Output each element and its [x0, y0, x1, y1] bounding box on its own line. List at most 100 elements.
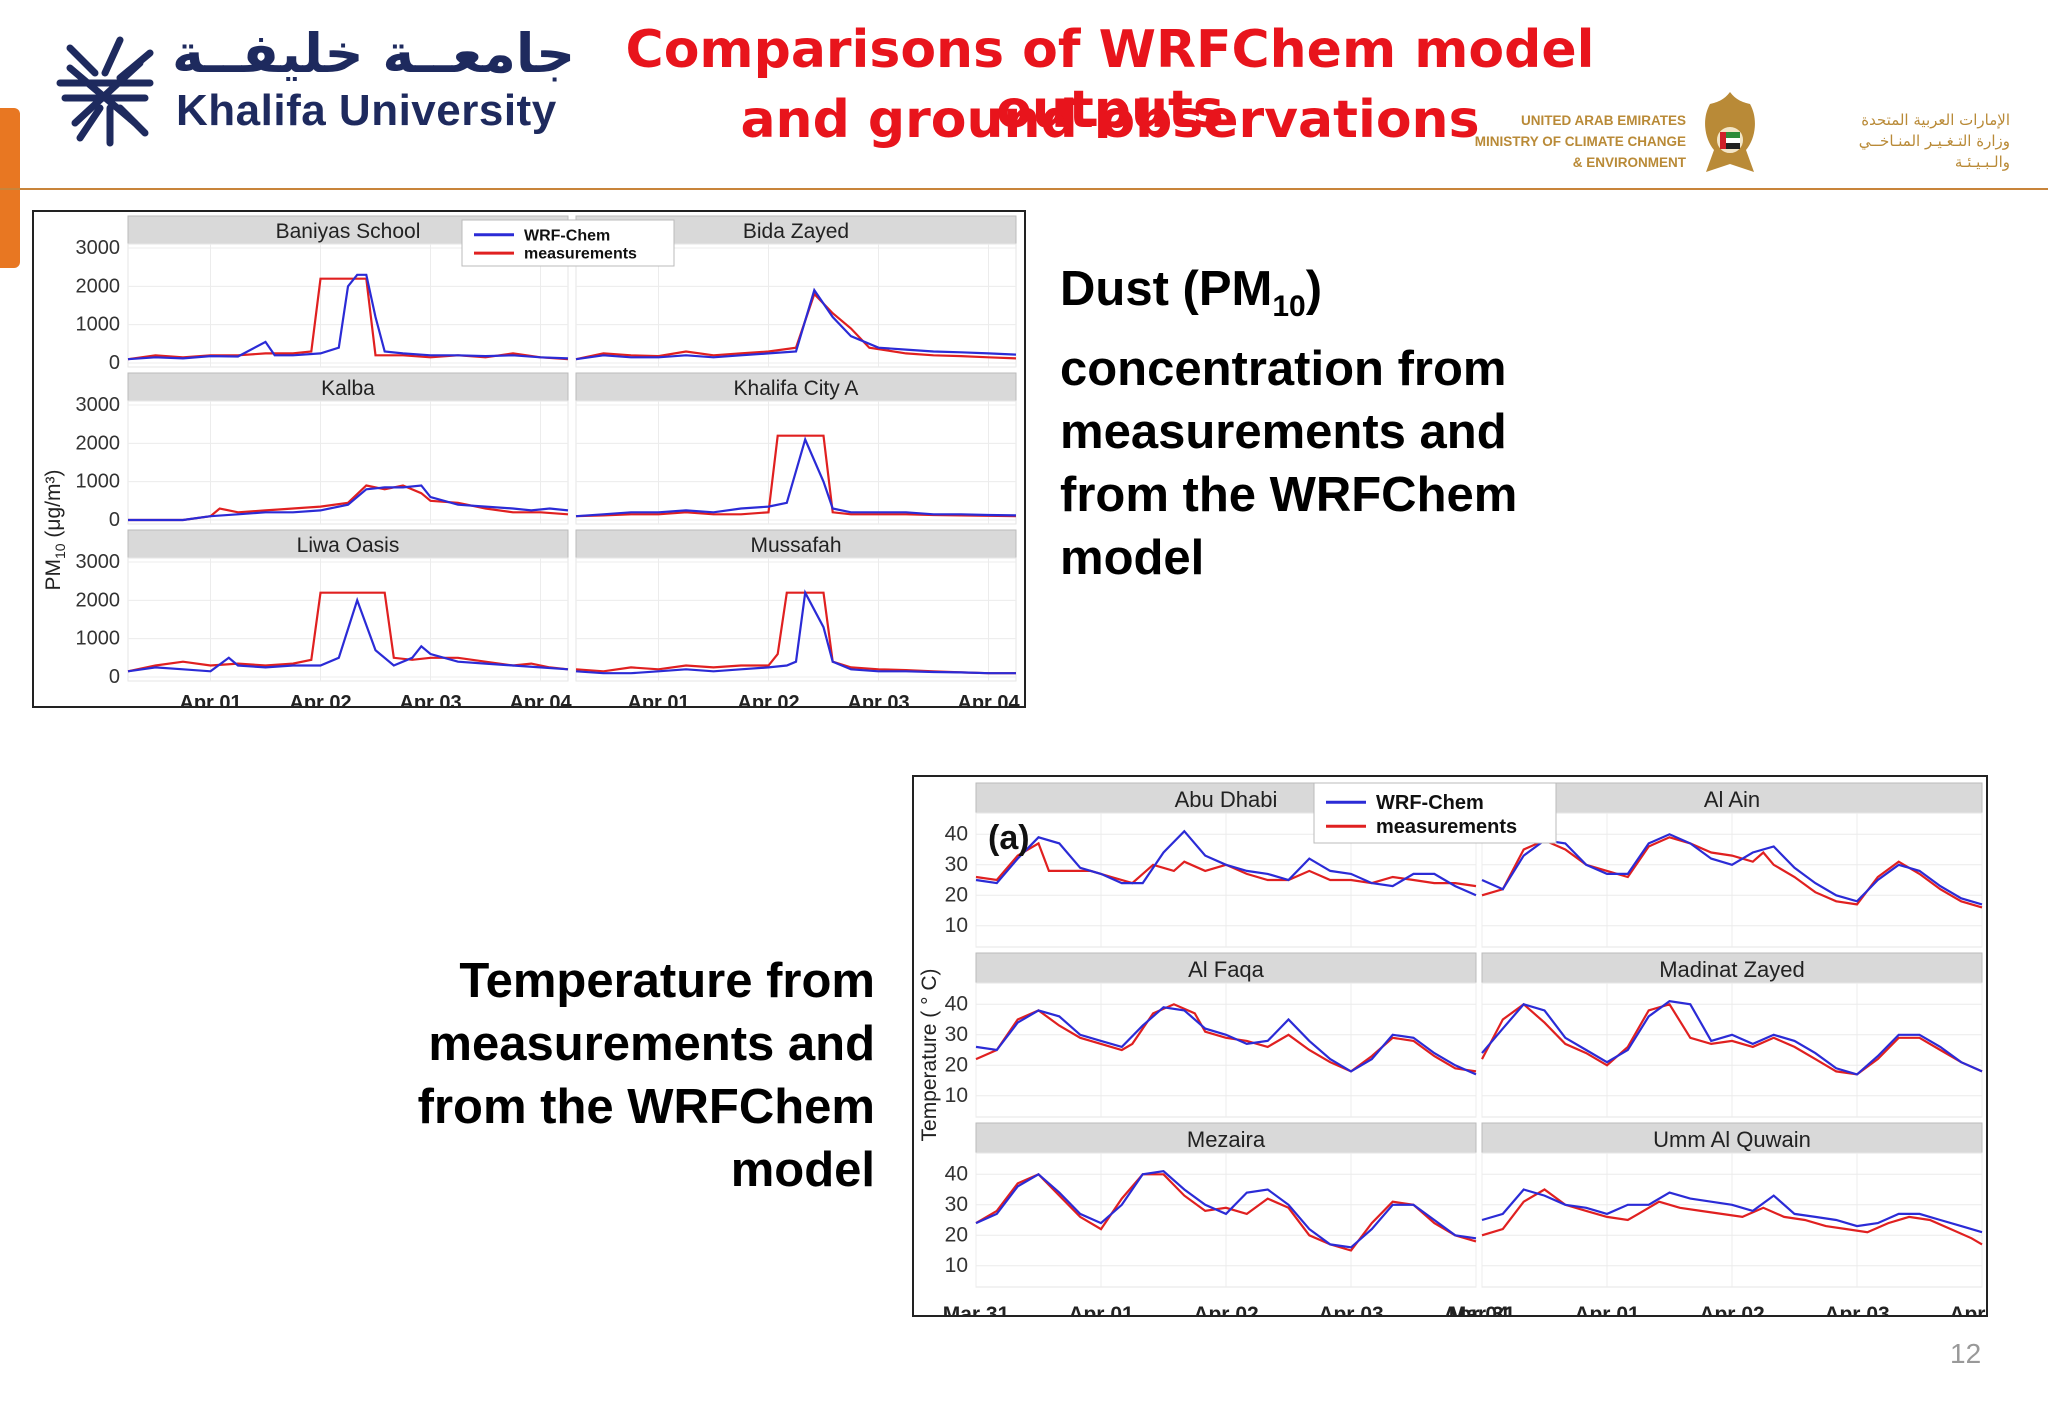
y-tick-label: 40 [945, 822, 968, 845]
panel-title: Umm Al Quwain [1653, 1127, 1811, 1152]
header-divider [0, 188, 2048, 190]
dust-description-line: measurements and [1060, 404, 1507, 459]
panel-label: (a) [988, 819, 1030, 857]
legend-label: WRF-Chem [1376, 792, 1484, 814]
x-tick-label: Apr 02 [289, 692, 351, 708]
x-tick-label: Apr 03 [1318, 1303, 1383, 1317]
x-tick-label: Apr 04 [957, 692, 1020, 708]
series-line-wrf-chem [1481, 833, 1983, 906]
panel-strip [127, 372, 569, 402]
series-line-wrf-chem [575, 436, 1017, 518]
y-tick-label: 20 [945, 1223, 968, 1246]
y-tick-label: 2000 [76, 432, 121, 454]
x-tick-label: Apr 03 [847, 692, 909, 708]
slide-title-line2: and ground-observations [740, 90, 1480, 150]
series-line-measurements [1481, 1002, 1983, 1076]
y-tick-label: 30 [945, 853, 968, 876]
y-axis-label: PM10 (μg/m³) [42, 470, 68, 591]
ku-emblem-icon [56, 36, 154, 147]
legend-label: measurements [1376, 816, 1517, 838]
y-tick-label: 0 [109, 666, 120, 688]
legend-box [461, 219, 675, 267]
x-tick-label: Apr 02 [1193, 1303, 1258, 1317]
chart-panel: Umm Al Quwain [1481, 1122, 1983, 1288]
x-tick-label: Apr 04 [1443, 1303, 1509, 1317]
series-line-wrf-chem [975, 829, 1477, 897]
ministry-en-line: UNITED ARAB EMIRATES [1521, 113, 1686, 128]
ministry-en-line: & ENVIRONMENT [1572, 155, 1686, 170]
dust-description-line: from the WRFChem [1060, 467, 1518, 522]
page-number: 12 [1950, 1338, 1982, 1369]
pm10-chart: Baniyas School 0 1000 2000 3000 Bida Zayed Kal… [32, 210, 1026, 708]
legend-label: WRF-Chem [524, 227, 610, 244]
university-name-english: Khalifa University [176, 86, 557, 135]
y-tick-label: 2000 [76, 275, 121, 297]
ministry-name-english: UNITED ARAB EMIRATES MINISTRY OF CLIMATE… [1440, 110, 1686, 173]
chart-panel: Mezaira [975, 1122, 1477, 1288]
chart-panel: Al Ain [1481, 782, 1983, 948]
x-tick-label: Apr 03 [399, 692, 461, 708]
chart-panel: Liwa Oasis [127, 529, 569, 682]
temp-description-line: from the WRFChem [417, 1080, 875, 1134]
ministry-name-arabic: الإمارات العربية المتحدة وزارة التـغـيـر… [1784, 110, 2010, 173]
chart-panel: Khalifa City A [575, 372, 1017, 525]
panel-title: Abu Dhabi [1175, 787, 1278, 812]
uae-emblem-icon [1705, 92, 1755, 172]
y-tick-label: 1000 [76, 628, 121, 650]
series-line-wrf-chem [1481, 1188, 1983, 1234]
temperature-description: Temperature from measurements and from t… [330, 950, 875, 1202]
panel-title: Al Faqa [1188, 957, 1265, 982]
dust-description: Dust (PM10) concentration from measureme… [1060, 258, 1620, 590]
series-line-wrf-chem [127, 596, 569, 673]
x-tick-label: Mar 31 [1449, 1303, 1516, 1317]
panel-title: Mezaira [1187, 1127, 1266, 1152]
panel-title: Kalba [321, 377, 375, 400]
y-tick-label: 10 [945, 914, 968, 937]
panel-title: Al Ain [1704, 787, 1760, 812]
x-tick-label: Apr 03 [1824, 1303, 1889, 1317]
temperature-chart: Abu Dhabi 10 20 30 40 Al Ain Al Faqa 10 20 30 40 Ma… [912, 775, 1988, 1317]
ministry-en-line: MINISTRY OF CLIMATE CHANGE [1474, 134, 1686, 149]
panel-title: Baniyas School [276, 220, 421, 243]
panel-title: Khalifa City A [734, 377, 859, 400]
chart-panel: Al Faqa [975, 952, 1477, 1118]
y-tick-label: 30 [945, 1193, 968, 1216]
panel-strip [975, 952, 1477, 984]
x-tick-label: Apr 01 [1574, 1303, 1640, 1317]
panel-plot-area [575, 400, 1017, 525]
y-tick-label: 0 [109, 509, 120, 531]
y-tick-label: 0 [109, 352, 120, 374]
ministry-ar-line: وزارة التـغـيـر المنـاخــي [1858, 132, 2010, 150]
dust-description-line: model [1060, 530, 1205, 585]
dust-prefix: Dust (PM [1060, 262, 1273, 316]
ministry-ar-line: والـبـيـئـة [1954, 153, 2010, 171]
x-tick-label: Mar 31 [943, 1303, 1010, 1317]
y-axis-label: Temperature ( ° C) [918, 969, 941, 1142]
series-line-wrf-chem [1481, 1000, 1983, 1076]
dust-description-line1: Dust (PM10) [1060, 258, 1620, 338]
y-tick-label: 10 [945, 1084, 968, 1107]
y-tick-label: 20 [945, 883, 968, 906]
temp-description-line: measurements and [428, 1017, 875, 1071]
y-tick-label: 40 [945, 1162, 968, 1185]
y-tick-label: 3000 [76, 551, 121, 573]
y-tick-label: 1000 [76, 471, 121, 493]
y-tick-label: 3000 [76, 237, 121, 259]
series-line-wrf-chem [127, 273, 569, 361]
panel-strip [575, 372, 1017, 402]
slide-title-line1: Comparisons of WRFChem model outputs [625, 20, 1595, 140]
x-tick-label: Apr 01 [627, 692, 689, 708]
temp-description-line: model [730, 1143, 875, 1197]
series-line-wrf-chem [128, 484, 569, 522]
x-tick-label: Apr 02 [1699, 1303, 1764, 1317]
x-tick-label: Apr 04 [1949, 1303, 1988, 1317]
y-tick-label: 40 [945, 992, 968, 1015]
university-name-arabic: جامعــة خليفــة [172, 22, 576, 85]
series-line-measurements [975, 841, 1477, 888]
panel-title: Bida Zayed [743, 220, 849, 243]
chart-panel: Madinat Zayed [1481, 952, 1983, 1118]
y-tick-label: 10 [945, 1254, 968, 1277]
series-line-measurements [128, 484, 569, 522]
